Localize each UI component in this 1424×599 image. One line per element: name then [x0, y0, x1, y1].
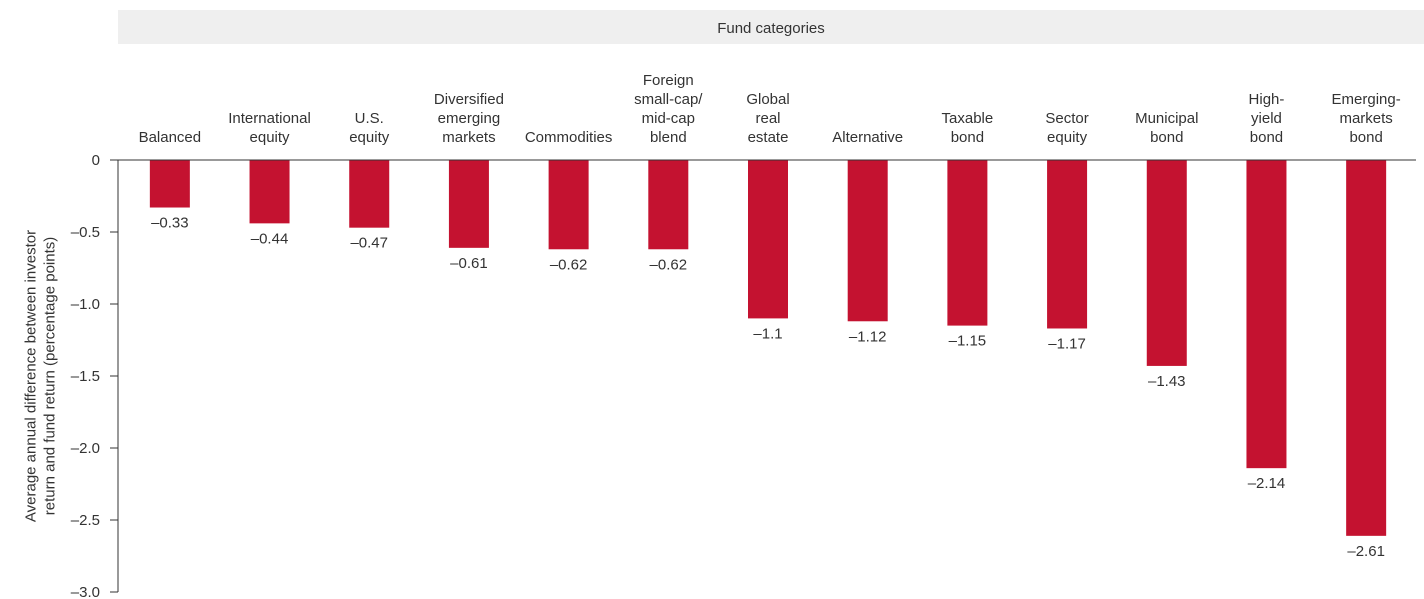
- x-tick-label: Foreign small-cap/mid-cap blend: [634, 72, 703, 146]
- bar: [847, 160, 888, 322]
- bar: [748, 160, 788, 319]
- bar: [448, 160, 489, 248]
- x-tick-label: Emerging-markets bond: [1332, 91, 1401, 146]
- y-tick-label: 0: [92, 152, 100, 169]
- value-label: –1.12: [849, 328, 887, 345]
- value-label: –0.44: [251, 230, 289, 247]
- y-tick-label: –1.0: [71, 296, 100, 313]
- x-tick-label: Municipal bond: [1135, 110, 1198, 146]
- value-label: –2.61: [1347, 543, 1385, 560]
- y-tick-label: –3.0: [71, 584, 100, 599]
- y-tick-label: –2.5: [71, 512, 100, 529]
- y-tick-label: –2.0: [71, 440, 100, 457]
- x-tick-label: International equity: [228, 110, 311, 146]
- x-tick-label: Sector equity: [1045, 110, 1088, 146]
- bar: [1346, 160, 1387, 536]
- value-label: –1.1: [753, 325, 782, 342]
- bar: [947, 160, 988, 326]
- x-tick-label: Balanced: [139, 129, 202, 146]
- bar: [249, 160, 290, 224]
- x-tick-label: Global real estate: [746, 91, 789, 146]
- x-tick-label: Diversified emerging markets: [434, 91, 504, 146]
- y-axis-label: Average annual difference between invest…: [23, 230, 59, 522]
- value-label: –1.43: [1148, 373, 1186, 390]
- header: Fund categories: [717, 20, 825, 37]
- bar: [349, 160, 390, 228]
- bar: [548, 160, 589, 250]
- value-label: –0.61: [450, 255, 488, 272]
- value-label: –2.14: [1248, 475, 1286, 492]
- bar: [1146, 160, 1187, 366]
- bar: [1047, 160, 1088, 329]
- value-label: –0.62: [550, 256, 588, 273]
- value-label: –0.47: [350, 235, 388, 252]
- y-tick-label: –1.5: [71, 368, 100, 385]
- x-tick-label: Alternative: [832, 129, 903, 146]
- bar: [1246, 160, 1287, 469]
- value-label: –0.62: [650, 256, 688, 273]
- value-label: –1.17: [1048, 335, 1086, 352]
- bar: [648, 160, 689, 250]
- header-band: [118, 10, 1424, 44]
- value-label: –1.15: [949, 333, 987, 350]
- value-label: –0.33: [151, 215, 189, 232]
- x-tick-label: U.S. equity: [349, 110, 390, 146]
- bar: [149, 160, 190, 208]
- x-tick-label: Taxable bond: [942, 110, 994, 146]
- y-tick-label: –0.5: [71, 224, 100, 241]
- x-tick-label: Commodities: [525, 129, 613, 146]
- x-tick-label: High-yield bond: [1249, 91, 1285, 146]
